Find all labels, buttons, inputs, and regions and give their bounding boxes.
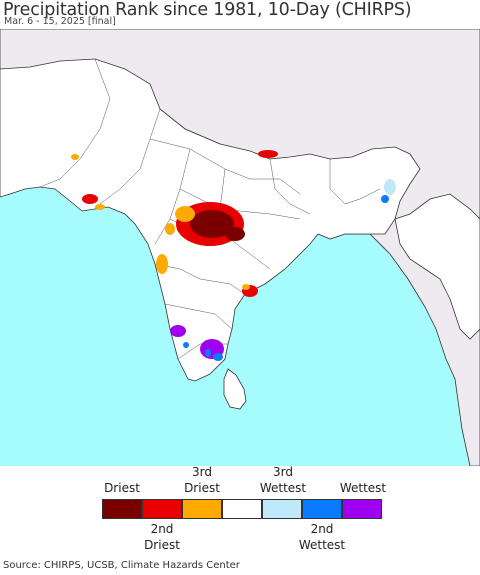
legend-label-2nd-driest: 2nd Driest — [144, 522, 180, 552]
sri-lanka — [223, 368, 247, 410]
legend-label-wettest: Wettest — [339, 481, 387, 495]
rank-patches — [71, 150, 396, 361]
legend-swatch-2nd-wettest — [302, 499, 342, 519]
legend-swatch-2nd-driest — [142, 499, 182, 519]
legend-label-3rd-wettest: 3rd Wettest — [259, 465, 307, 495]
map-title: Precipitation Rank since 1981, 10-Day (C… — [3, 0, 412, 20]
legend-label-driest: Driest — [104, 481, 140, 495]
map-subtitle: Mar. 6 - 15, 2025 [final] — [4, 16, 116, 27]
legend-swatch-wettest — [342, 499, 382, 519]
source-credit: Source: CHIRPS, UCSB, Climate Hazards Ce… — [3, 560, 240, 571]
myanmar-land — [394, 193, 480, 340]
legend-swatch-normal — [222, 499, 262, 519]
legend-swatch-3rd-wettest — [262, 499, 302, 519]
legend-swatch-3rd-driest — [182, 499, 222, 519]
precipitation-rank-map — [0, 29, 480, 466]
legend-label-3rd-driest: 3rd Driest — [184, 465, 220, 495]
legend-label-2nd-wettest: 2nd Wettest — [298, 522, 346, 552]
legend-swatch-driest — [102, 499, 142, 519]
